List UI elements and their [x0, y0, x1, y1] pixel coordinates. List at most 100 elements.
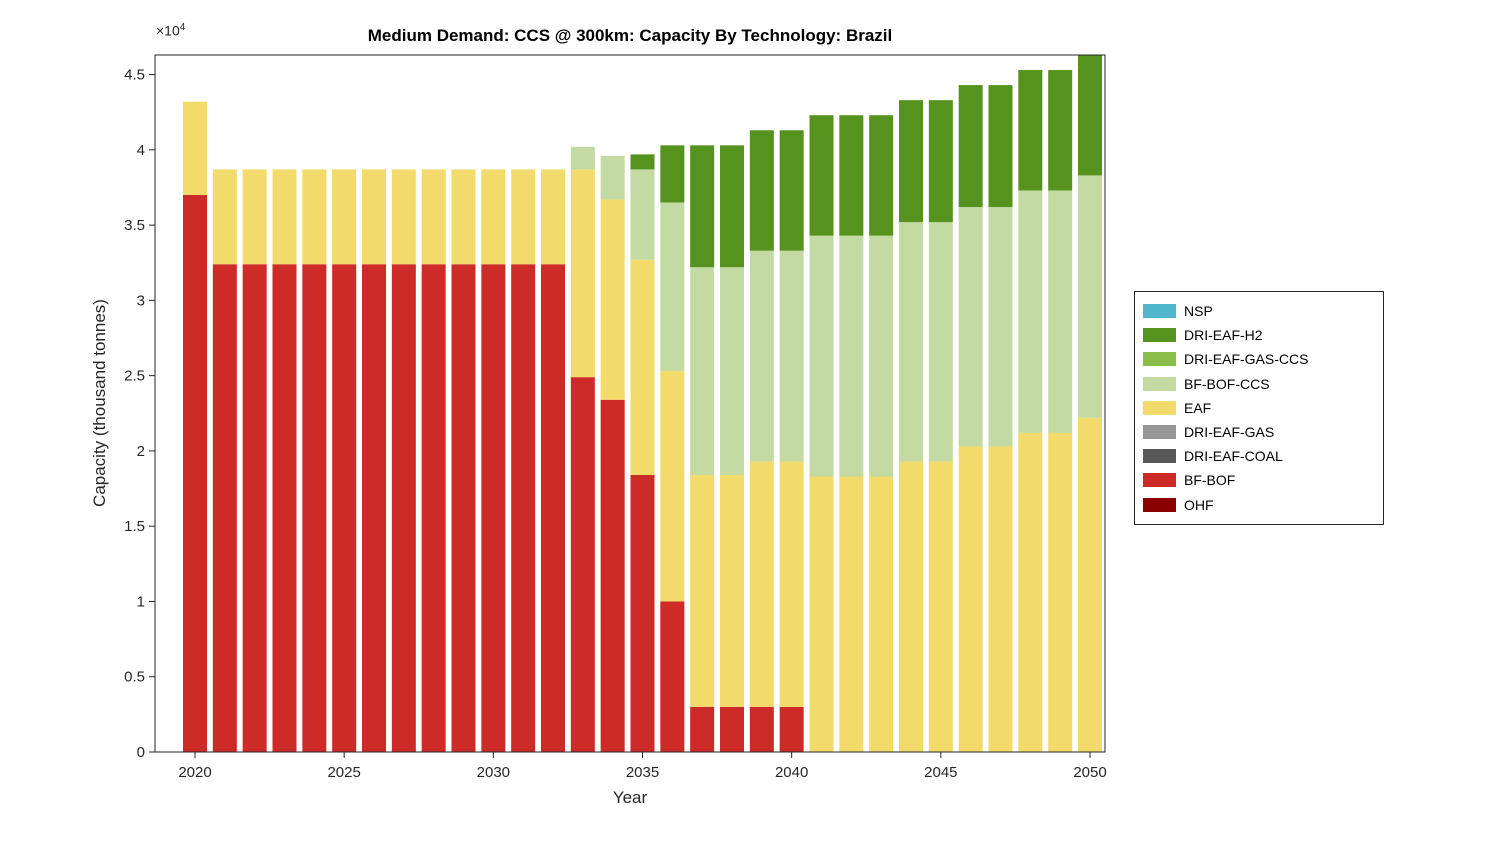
legend-item-dri-eaf-coal: DRI-EAF-COAL [1143, 444, 1383, 468]
legend-swatch-bf-bof-ccs [1143, 376, 1176, 391]
bar-segment-EAF-2033 [570, 169, 595, 378]
bar-segment-DRI-EAF-H2-2036 [660, 145, 685, 203]
bar-segment-BF-BOF-CCS-2040 [779, 250, 804, 462]
legend-swatch-dri-eaf-gas-ccs [1143, 352, 1176, 367]
x-tick-label: 2040 [775, 764, 808, 781]
bar-segment-BF-BOF-2021 [212, 264, 237, 752]
bar-segment-EAF-2026 [362, 169, 386, 265]
bar-segment-BF-BOF-2030 [481, 264, 506, 752]
y-tick-label: 2.5 [124, 368, 145, 385]
x-axis-label: Year [612, 788, 648, 807]
tick-marks [149, 74, 1091, 758]
bar-segment-EAF-2050 [1078, 417, 1102, 752]
bar-segment-BF-BOF-2036 [660, 601, 685, 752]
bar-segment-BF-BOF-CCS-2039 [749, 250, 774, 462]
bar-segment-EAF-2021 [212, 169, 237, 265]
y-tick-label: 1 [137, 593, 145, 610]
bar-segment-EAF-2037 [690, 475, 715, 707]
bar-segment-EAF-2029 [451, 169, 476, 265]
bars [183, 55, 1102, 752]
legend-item-dri-eaf-gas: DRI-EAF-GAS [1143, 420, 1383, 444]
bar-segment-EAF-2023 [272, 169, 297, 265]
y-tick-label: 4 [137, 142, 145, 159]
bar-segment-BF-BOF-CCS-2045 [928, 222, 953, 462]
bar-segment-BF-BOF-CCS-2035 [630, 169, 655, 260]
legend-label: DRI-EAF-H2 [1184, 327, 1263, 344]
y-tick-label: 1.5 [124, 518, 145, 535]
bar-segment-EAF-2046 [958, 446, 983, 752]
x-tick-label: 2050 [1073, 764, 1106, 781]
bar-segment-DRI-EAF-H2-2040 [779, 130, 804, 251]
bar-segment-EAF-2048 [1018, 432, 1043, 752]
bar-segment-DRI-EAF-H2-2038 [720, 145, 744, 268]
bar-segment-EAF-2025 [332, 169, 357, 265]
bar-segment-BF-BOF-CCS-2043 [869, 235, 894, 477]
bar-segment-EAF-2042 [839, 476, 864, 752]
bar-segment-EAF-2049 [1048, 432, 1073, 752]
bar-segment-BF-BOF-CCS-2047 [988, 207, 1013, 447]
legend-label: NSP [1184, 303, 1213, 320]
bar-segment-BF-BOF-2029 [451, 264, 476, 752]
bar-segment-BF-BOF-2027 [391, 264, 416, 752]
bar-segment-BF-BOF-CCS-2037 [690, 267, 715, 476]
bar-segment-EAF-2035 [630, 259, 655, 475]
legend-swatch-eaf [1143, 400, 1176, 415]
bar-segment-EAF-2031 [511, 169, 536, 265]
bar-segment-BF-BOF-2022 [242, 264, 267, 752]
bar-segment-EAF-2044 [899, 461, 923, 752]
bar-segment-BF-BOF-2023 [272, 264, 297, 752]
bar-segment-EAF-2045 [928, 461, 953, 752]
bar-segment-DRI-EAF-H2-2041 [809, 115, 834, 236]
bar-segment-BF-BOF-2039 [749, 706, 774, 752]
bar-segment-EAF-2028 [421, 169, 446, 265]
bar-segment-BF-BOF-CCS-2049 [1048, 190, 1073, 433]
legend-item-bf-bof: BF-BOF [1143, 468, 1383, 492]
bar-segment-DRI-EAF-H2-2043 [869, 115, 894, 236]
axis-box [154, 54, 1106, 753]
legend-item-dri-eaf-h2: DRI-EAF-H2 [1143, 323, 1383, 347]
bar-segment-EAF-2024 [302, 169, 327, 265]
bar-segment-EAF-2027 [391, 169, 416, 265]
legend-label: DRI-EAF-GAS [1184, 424, 1275, 441]
bar-segment-BF-BOF-2031 [511, 264, 536, 752]
tick-labels: 0 0.5 1 1.5 2 2.5 3 3.5 4 4.5 2020 2025 2030 2035 2040… [124, 67, 1107, 781]
legend-swatch-ohf [1143, 497, 1176, 512]
bar-segment-BF-BOF-2025 [332, 264, 357, 752]
y-tick-label: 3 [137, 292, 145, 309]
bar-segment-EAF-2038 [720, 475, 744, 707]
legend-item-dri-eaf-gas-ccs: DRI-EAF-GAS-CCS [1143, 347, 1383, 371]
y-multiplier-base: ×10 [156, 22, 180, 39]
bar-segment-BF-BOF-CCS-2050 [1078, 175, 1102, 418]
bar-segment-EAF-2039 [749, 461, 774, 707]
legend-item-eaf: EAF [1143, 396, 1383, 420]
bar-segment-BF-BOF-CCS-2046 [958, 207, 983, 447]
bar-segment-EAF-2032 [541, 169, 565, 265]
y-tick-label: 3.5 [124, 217, 145, 234]
legend-label: DRI-EAF-GAS-CCS [1184, 351, 1309, 368]
x-tick-label: 2035 [626, 764, 659, 781]
bar-segment-EAF-2034 [600, 199, 625, 400]
bar-segment-BF-BOF-2032 [541, 264, 565, 752]
y-tick-label: 0.5 [124, 669, 145, 686]
legend-swatch-dri-eaf-h2 [1143, 328, 1176, 343]
bar-segment-EAF-2040 [779, 461, 804, 707]
legend-swatch-nsp [1143, 304, 1176, 319]
bar-segment-DRI-EAF-H2-2042 [839, 115, 864, 236]
bar-segment-BF-BOF-CCS-2038 [720, 267, 744, 476]
legend-swatch-bf-bof [1143, 473, 1176, 488]
y-tick-label: 0 [137, 744, 145, 761]
bar-segment-BF-BOF-2035 [630, 475, 655, 752]
bar-segment-BF-BOF-2026 [362, 264, 386, 752]
bar-segment-EAF-2030 [481, 169, 506, 265]
x-tick-label: 2030 [477, 764, 510, 781]
bar-segment-EAF-2036 [660, 371, 685, 602]
x-tick-label: 2020 [178, 764, 211, 781]
legend-label: OHF [1184, 496, 1214, 513]
legend-item-bf-bof-ccs: BF-BOF-CCS [1143, 372, 1383, 396]
bar-segment-EAF-2041 [809, 476, 834, 752]
x-tick-label: 2045 [924, 764, 957, 781]
bar-segment-EAF-2020 [183, 101, 207, 195]
bar-segment-BF-BOF-CCS-2044 [899, 222, 923, 462]
legend-label: BF-BOF-CCS [1184, 375, 1270, 392]
bar-segment-BF-BOF-CCS-2042 [839, 235, 864, 477]
